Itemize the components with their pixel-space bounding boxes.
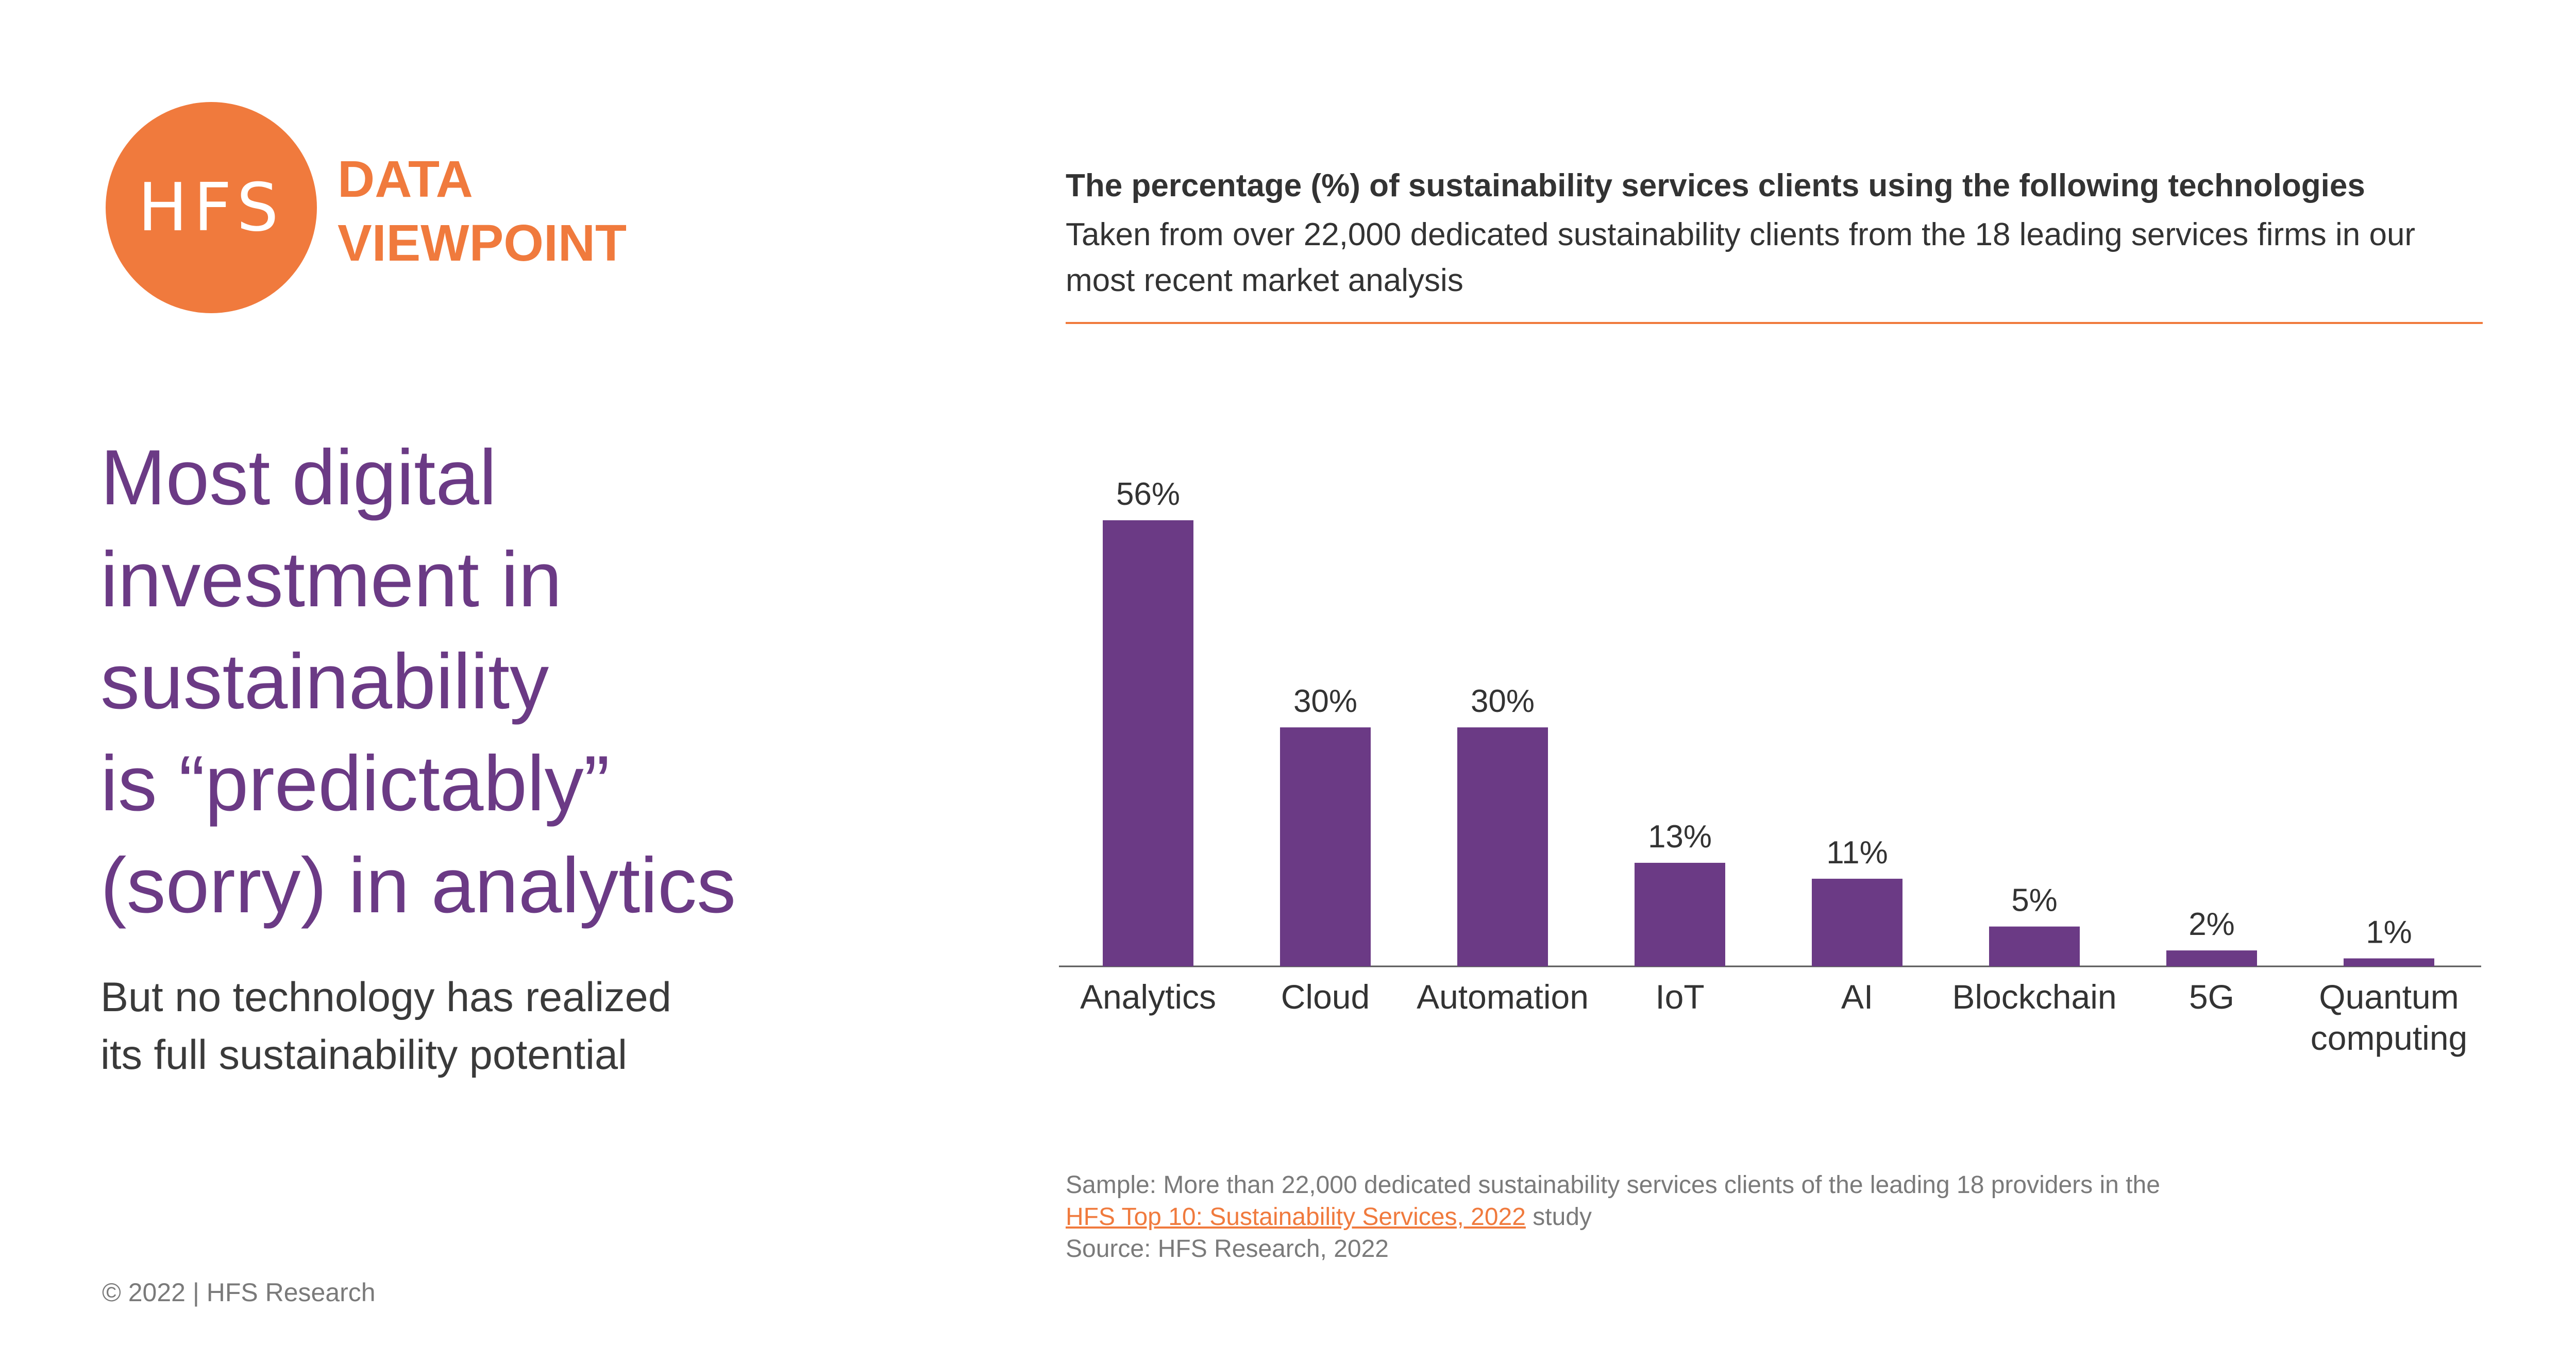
category-label: Quantum: [2319, 978, 2459, 1016]
value-label: 13%: [1648, 819, 1712, 855]
logo-text: HFS: [138, 169, 285, 246]
bar-cloud: [1280, 727, 1371, 966]
value-label: 5%: [2011, 883, 2058, 918]
value-label: 30%: [1293, 684, 1357, 719]
headline-line-4: is “predictably”: [100, 740, 610, 827]
study-line: HFS Top 10: Sustainability Services, 202…: [1066, 1201, 2160, 1233]
bar-blockchain: [1989, 926, 2080, 966]
subheadline-line-2: its full sustainability potential: [100, 1032, 628, 1078]
data-viewpoint-label: DATA VIEWPOINT: [338, 147, 627, 275]
source-note: Source: HFS Research, 2022: [1066, 1235, 1389, 1263]
category-label: AI: [1841, 978, 1873, 1016]
bar-5g: [2166, 950, 2257, 966]
hfs-logo: HFS: [106, 102, 317, 313]
category-label: Cloud: [1281, 978, 1370, 1016]
headline-line-2: investment in: [100, 536, 562, 623]
copyright: © 2022 | HFS Research: [102, 1278, 376, 1307]
value-label: 11%: [1826, 835, 1888, 871]
title-divider: [1066, 322, 2483, 324]
footnote: Sample: More than 22,000 dedicated susta…: [1066, 1169, 2160, 1265]
headline-line-3: sustainability: [100, 638, 549, 725]
value-label: 56%: [1116, 476, 1180, 512]
value-label: 1%: [2366, 915, 2412, 950]
value-label: 2%: [2188, 907, 2235, 942]
category-label: 5G: [2189, 978, 2234, 1016]
category-label: Blockchain: [1952, 978, 2116, 1016]
sample-note: Sample: More than 22,000 dedicated susta…: [1066, 1171, 2160, 1199]
bar-analytics: [1103, 520, 1193, 966]
subheadline-line-1: But no technology has realized: [100, 974, 671, 1020]
bar-automation: [1457, 727, 1548, 966]
study-link[interactable]: HFS Top 10: Sustainability Services, 202…: [1066, 1203, 1526, 1231]
bar-ai: [1812, 878, 1902, 966]
subheadline: But no technology has realized its full …: [100, 968, 796, 1084]
study-suffix: study: [1525, 1203, 1592, 1231]
category-label: IoT: [1655, 978, 1704, 1016]
headline: Most digital investment in sustainabilit…: [100, 427, 796, 936]
headline-line-1: Most digital: [100, 434, 497, 521]
headline-line-5: (sorry) in analytics: [100, 842, 736, 929]
chart-title: The percentage (%) of sustainability ser…: [1066, 168, 2365, 203]
category-label: Analytics: [1080, 978, 1216, 1016]
value-label: 30%: [1471, 684, 1535, 719]
category-label: Automation: [1417, 978, 1589, 1016]
data-viewpoint-line-2: VIEWPOINT: [338, 214, 627, 272]
chart-subtitle: Taken from over 22,000 dedicated sustain…: [1066, 217, 2416, 298]
data-viewpoint-line-1: DATA: [338, 150, 473, 208]
bar-iot: [1635, 862, 1725, 966]
bar-quantum-computing: [2344, 958, 2434, 966]
category-label: computing: [2311, 1019, 2468, 1057]
